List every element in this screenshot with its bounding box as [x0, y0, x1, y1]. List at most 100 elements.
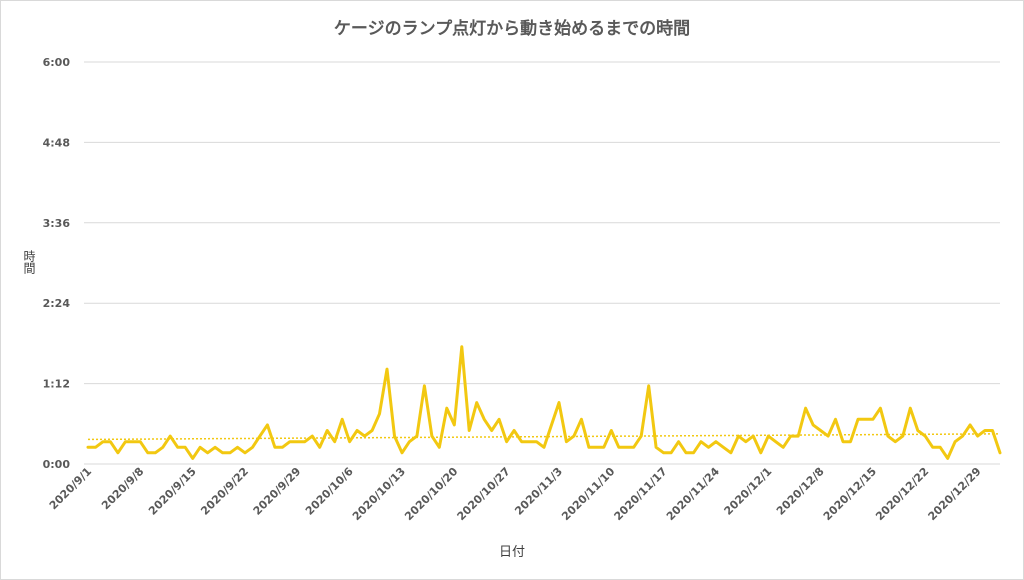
x-tick-label: 2020/10/6 — [303, 465, 356, 518]
data-point — [513, 429, 515, 432]
data-point — [603, 446, 605, 448]
y-tick-label: 1:12 — [43, 378, 70, 391]
data-point — [849, 441, 852, 443]
data-point — [304, 441, 306, 443]
chart-title: ケージのランプ点灯から動き始めるまでの時間 — [333, 19, 691, 39]
y-tick-label: 4:48 — [43, 136, 70, 149]
data-point — [169, 435, 171, 437]
data-point — [498, 418, 500, 420]
data-point — [506, 441, 508, 443]
data-point — [812, 424, 814, 426]
data-point — [991, 429, 994, 432]
data-point — [386, 368, 388, 370]
data-point — [117, 452, 119, 454]
data-point — [438, 446, 440, 448]
y-tick-labels: 0:00 1:12 2:24 3:36 4:48 6:00 — [43, 56, 71, 471]
data-point — [319, 446, 321, 448]
data-point — [236, 446, 239, 448]
x-tick-label: 2020/12/8 — [774, 465, 827, 518]
data-point — [154, 452, 156, 454]
data-point — [543, 446, 545, 448]
data-point — [752, 435, 754, 437]
x-tick-label: 2020/9/8 — [99, 465, 146, 512]
data-point — [266, 424, 269, 426]
data-point — [192, 457, 194, 460]
data-point — [341, 418, 343, 420]
data-point — [184, 446, 186, 448]
data-point — [221, 452, 224, 454]
data-point — [834, 418, 837, 420]
data-point — [864, 418, 867, 420]
data-point — [707, 446, 710, 448]
series-line — [86, 345, 1002, 460]
data-point — [655, 446, 657, 448]
data-point — [147, 452, 149, 454]
data-point — [573, 435, 575, 437]
data-point — [349, 441, 351, 443]
data-point — [677, 441, 680, 443]
y-tick-label: 3:36 — [43, 217, 71, 230]
data-point — [827, 435, 829, 437]
data-point — [588, 446, 590, 448]
data-point — [648, 385, 650, 387]
data-point — [251, 446, 254, 448]
data-point — [558, 401, 560, 404]
data-point — [162, 446, 164, 448]
data-point — [887, 435, 889, 437]
data-point — [722, 446, 725, 448]
x-tick-label: 2020/9/15 — [146, 465, 199, 518]
data-point — [663, 452, 665, 454]
data-point — [453, 424, 455, 426]
data-point — [760, 452, 762, 454]
data-point — [790, 435, 792, 437]
x-tick-label: 2020/11/10 — [559, 465, 617, 523]
data-point — [207, 452, 209, 454]
x-tick-label: 2020/9/22 — [198, 465, 251, 518]
x-tick-label: 2020/11/3 — [512, 465, 565, 518]
data-point — [408, 441, 411, 443]
data-point — [259, 435, 261, 437]
data-point — [124, 441, 126, 443]
data-point — [214, 446, 216, 448]
data-point — [730, 452, 732, 454]
data-point — [311, 435, 313, 437]
data-point — [692, 452, 695, 454]
data-point — [528, 441, 530, 443]
data-point — [939, 446, 941, 448]
data-point — [244, 452, 246, 454]
data-point — [909, 407, 911, 409]
data-point — [745, 441, 747, 443]
data-point — [969, 424, 971, 426]
data-point — [595, 446, 597, 448]
x-tick-label: 2020/11/17 — [612, 465, 670, 523]
data-point — [917, 429, 919, 432]
x-tick-label: 2020/10/27 — [455, 465, 513, 523]
data-point — [326, 429, 328, 432]
data-point — [962, 435, 964, 437]
data-point — [618, 446, 620, 448]
data-point — [199, 446, 201, 448]
data-point — [999, 452, 1001, 454]
series-group — [86, 345, 1002, 460]
y-axis-title: 時間 — [22, 250, 36, 274]
x-tick-label: 2020/11/24 — [664, 465, 722, 523]
x-tick-labels: 2020/9/1 2020/9/8 2020/9/15 2020/9/22 2020/9… — [47, 465, 984, 523]
data-point — [446, 407, 448, 409]
y-tick-label: 2:24 — [43, 297, 71, 310]
data-point — [87, 446, 89, 448]
data-point — [782, 446, 784, 448]
data-point — [356, 429, 358, 432]
data-point — [775, 441, 777, 443]
data-point — [857, 418, 859, 420]
data-point — [976, 435, 979, 437]
data-point — [879, 407, 881, 409]
data-point — [334, 441, 336, 443]
data-point — [468, 429, 470, 432]
data-point — [94, 446, 97, 448]
data-point — [416, 435, 418, 437]
data-point — [483, 418, 485, 420]
data-point — [625, 446, 627, 448]
data-point — [177, 446, 179, 448]
trendline — [87, 433, 1001, 441]
